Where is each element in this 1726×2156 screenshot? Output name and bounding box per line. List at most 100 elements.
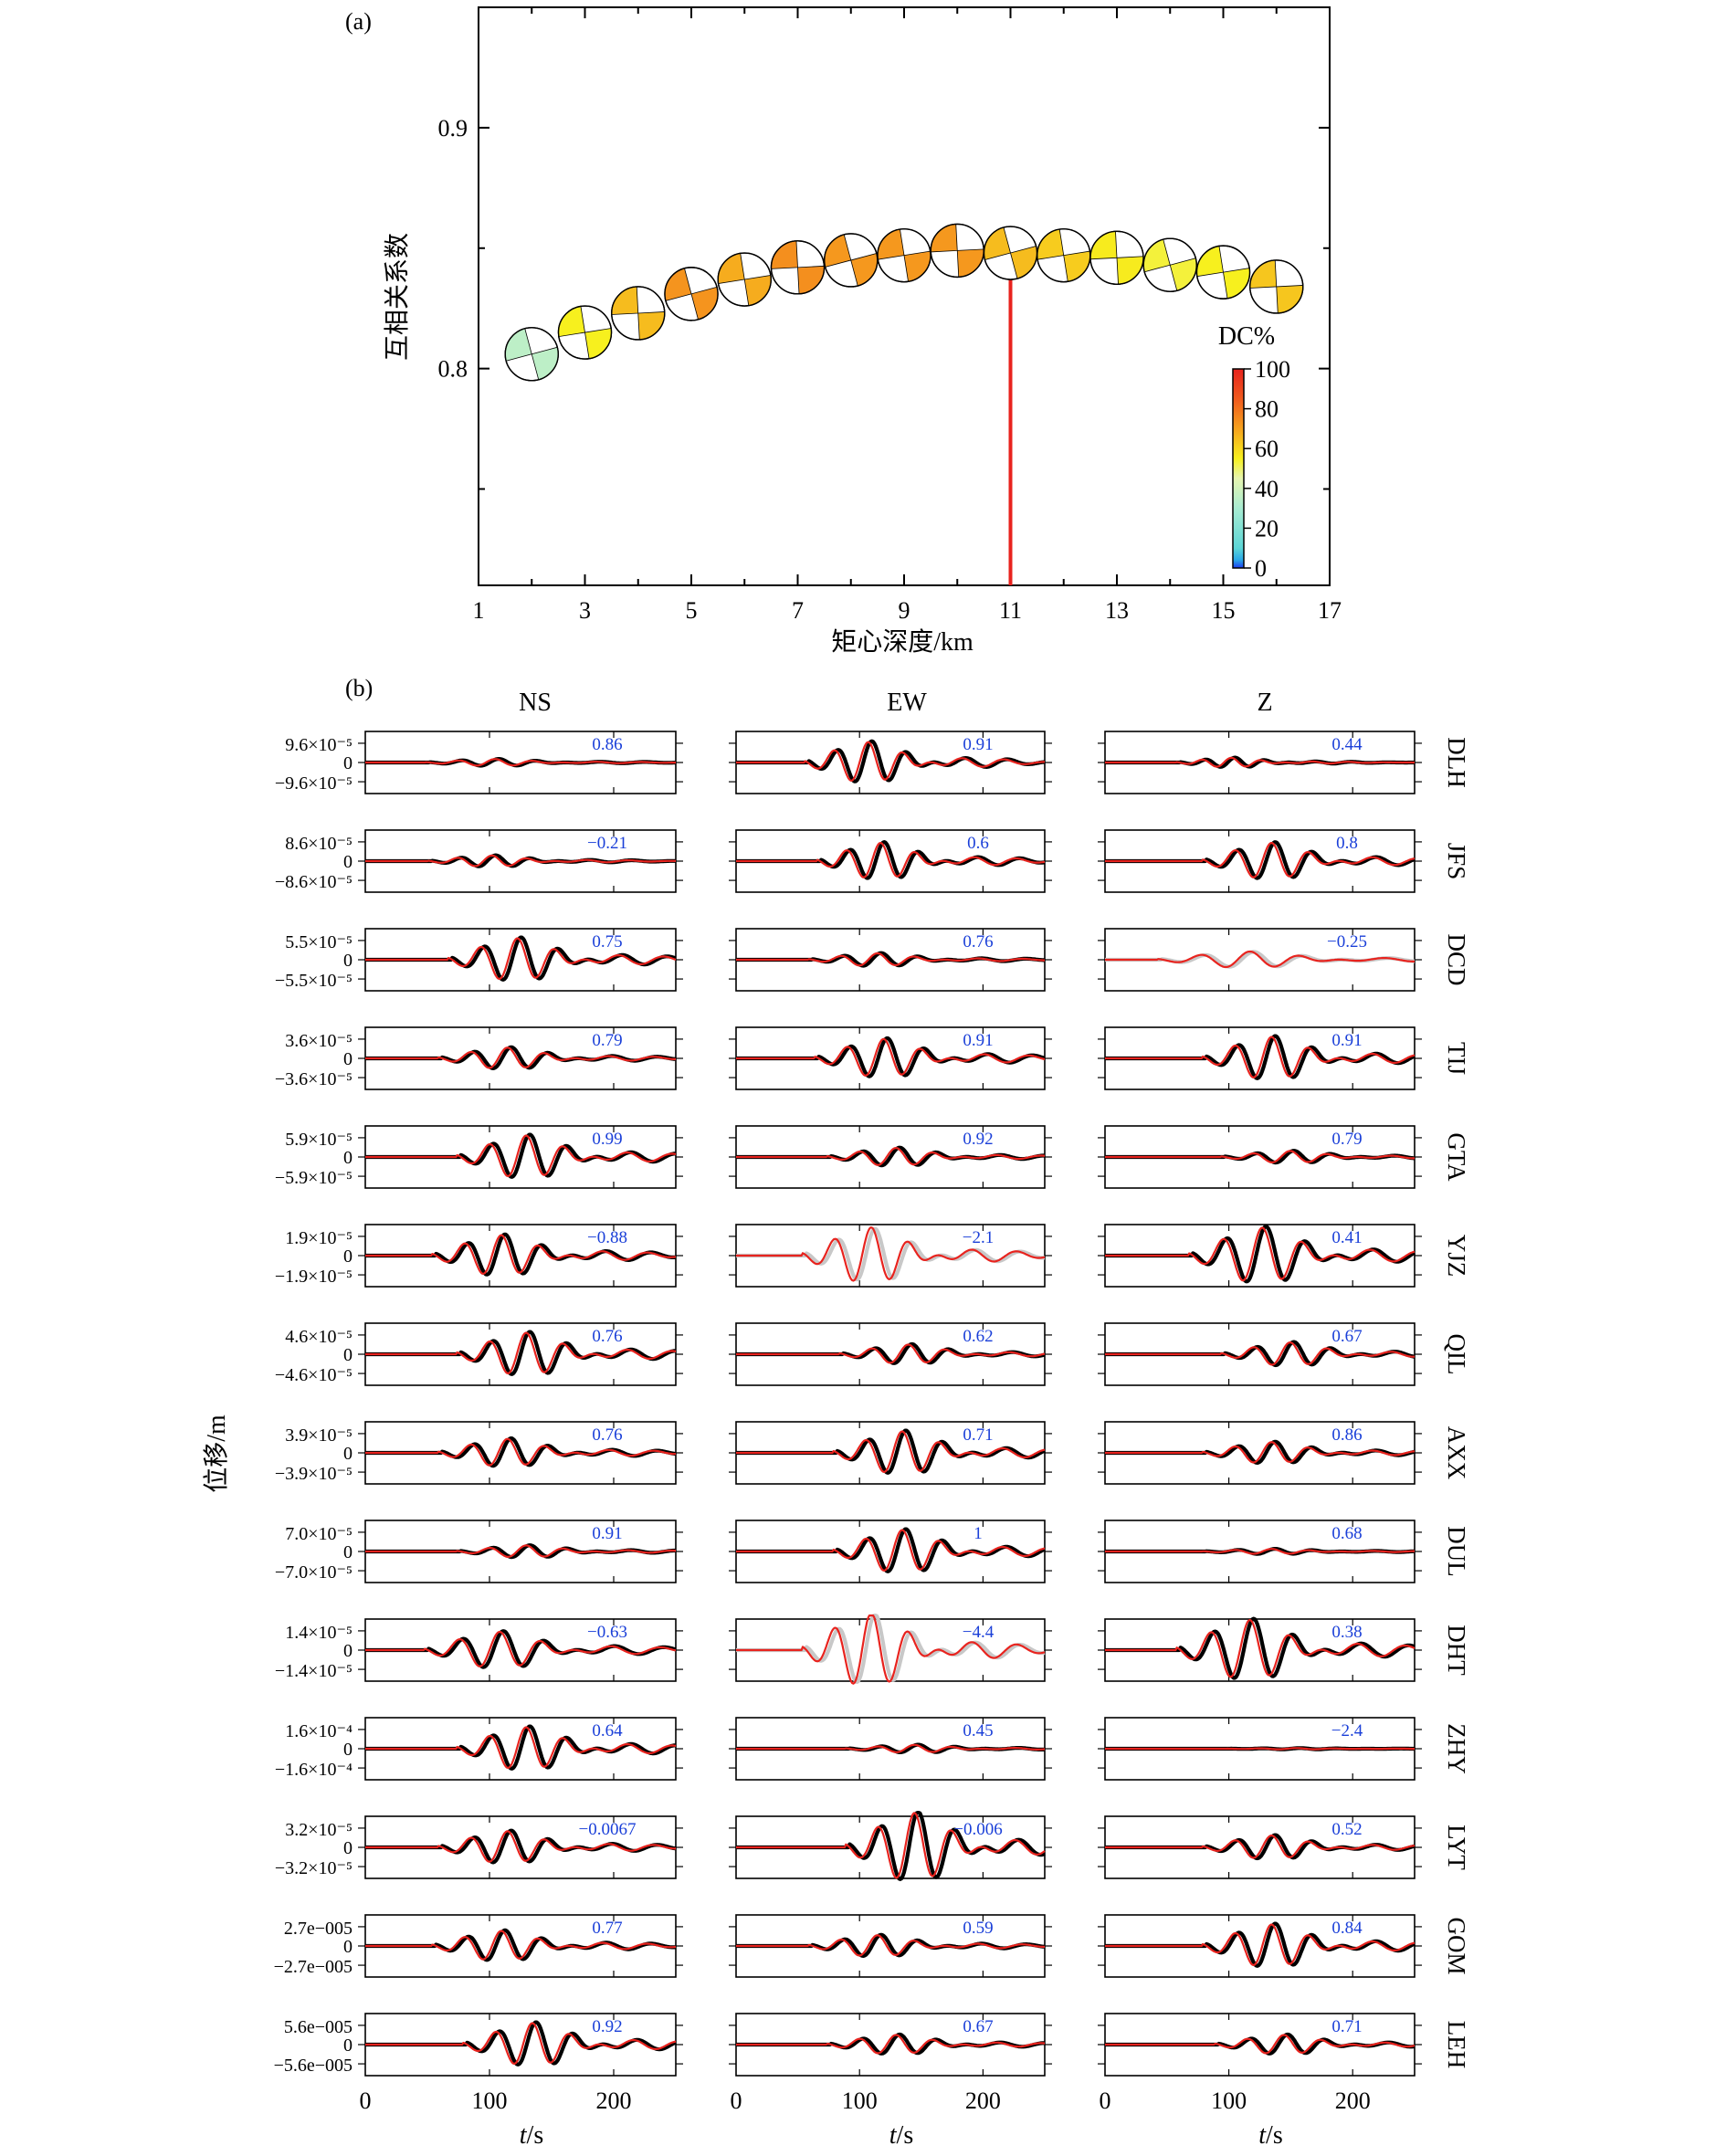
beachball-marker	[1037, 227, 1091, 283]
synthetic-waveform	[736, 1147, 1046, 1166]
correlation-value: 0.76	[592, 1425, 622, 1445]
colorbar-tick-label: 20	[1255, 515, 1279, 542]
synthetic-waveform	[1105, 1747, 1415, 1751]
synthetic-waveform	[736, 1343, 1046, 1364]
beachball-marker	[664, 267, 719, 321]
observed-waveform	[735, 1527, 1046, 1573]
beachball-marker	[611, 286, 666, 341]
station-row: 1.9×10⁻⁵0−1.9×10⁻⁵ YJZ −0.88 −2.1 0.41	[275, 1224, 1470, 1288]
correlation-value: 0.71	[1331, 2017, 1362, 2036]
synthetic-waveform	[365, 1437, 676, 1467]
colorbar-tick-label: 80	[1255, 396, 1279, 423]
station-name: YJZ	[1443, 1235, 1470, 1278]
colorbar-tick-label: 0	[1255, 555, 1267, 582]
correlation-value: 0.86	[1331, 1425, 1362, 1445]
station-row: 1.6×10⁻⁴0−1.6×10⁻⁴ ZHY 0.64 0.45 −2.4	[275, 1717, 1470, 1781]
y-tick-label-pos: 3.6×10⁻⁵	[285, 1031, 353, 1051]
x-tick-label: 200	[965, 2088, 1001, 2114]
beachball-compression-quadrant	[584, 328, 612, 360]
y-tick-label-zero: 0	[343, 1937, 353, 1957]
synthetic-waveform	[736, 2034, 1046, 2055]
correlation-value: 0.91	[1331, 1031, 1362, 1050]
correlation-value: 0.67	[963, 2017, 993, 2036]
beachball-marker	[557, 305, 613, 360]
y-tick-label-neg: −5.9×10⁻⁵	[275, 1168, 353, 1188]
correlation-value: 0.68	[1331, 1524, 1362, 1543]
x-tick-label: 3	[579, 597, 591, 624]
observed-waveform	[364, 1629, 677, 1669]
beachball-compression-quadrant	[1063, 250, 1091, 282]
correlation-value: 0.92	[592, 2017, 622, 2036]
x-tick-label: 100	[472, 2088, 508, 2114]
beachball-compression-quadrant	[558, 305, 585, 338]
station-name: DHT	[1443, 1625, 1470, 1676]
beachball-rim	[877, 227, 931, 283]
observed-waveform	[364, 1330, 677, 1376]
beachball-markers	[504, 223, 1304, 382]
synthetic-waveform	[1105, 950, 1415, 969]
correlation-value: 0.6	[967, 834, 989, 853]
synthetic-waveform	[736, 741, 1045, 782]
colorbar-tick-label: 100	[1255, 356, 1290, 383]
station-name: JFS	[1443, 843, 1470, 880]
correlation-value: −0.88	[587, 1228, 627, 1247]
colorbar	[1232, 368, 1245, 569]
correlation-value: 0.75	[592, 932, 622, 952]
y-tick-label-pos: 1.4×10⁻⁵	[285, 1623, 353, 1643]
correlation-value: 0.45	[963, 1721, 993, 1741]
correlation-value: 0.44	[1331, 735, 1363, 754]
synthetic-waveform	[736, 1037, 1046, 1077]
observed-waveform	[364, 1724, 677, 1771]
x-tick-label: 7	[792, 597, 804, 624]
beachball-marker	[1249, 259, 1304, 314]
y-tick-label-pos: 5.6e−005	[284, 2017, 353, 2037]
observed-waveform	[1104, 1225, 1416, 1284]
synthetic-waveform	[1105, 1835, 1416, 1859]
station-row: 5.9×10⁻⁵0−5.9×10⁻⁵ GTA 0.99 0.92 0.79	[275, 1125, 1470, 1189]
correlation-value: −4.4	[963, 1623, 995, 1642]
x-tick-label: 100	[1211, 2088, 1247, 2114]
synthetic-waveform	[365, 758, 677, 767]
y-tick-label-zero: 0	[343, 1838, 353, 1858]
synthetic-waveform	[1105, 1341, 1416, 1366]
correlation-value: −0.21	[587, 834, 627, 853]
correlation-value: 0.77	[592, 1919, 622, 1938]
synthetic-waveform	[736, 1812, 1046, 1879]
panel-a-x-ticks: 1 3 5 7 9 11 13 15 17	[473, 7, 1342, 624]
x-axis-label-var: t	[520, 2121, 528, 2150]
observed-waveform	[735, 840, 1046, 880]
synthetic-waveform	[736, 1226, 1046, 1282]
beachball-compression-quadrant	[743, 275, 772, 307]
y-tick-label: 0.8	[438, 356, 468, 383]
station-row: 9.6×10⁻⁵0−9.6×10⁻⁵ DLH 0.86 0.91 0.44	[275, 731, 1470, 794]
y-tick-label-zero: 0	[343, 1148, 353, 1168]
y-tick-label-zero: 0	[343, 1444, 353, 1464]
y-tick-label-zero: 0	[343, 951, 353, 971]
x-tick-label: 200	[1335, 2088, 1371, 2114]
station-row: 3.2×10⁻⁵0−3.2×10⁻⁵ LYT −0.0067 −0.006 0.52	[275, 1811, 1470, 1881]
station-name: DLH	[1443, 737, 1470, 788]
correlation-value: 0.79	[592, 1031, 622, 1050]
observed-waveform	[364, 2020, 677, 2067]
x-axis-label: t/s	[889, 2121, 913, 2150]
beachball-compression-quadrant	[1196, 246, 1224, 278]
x-axis-label-var: t	[1258, 2121, 1267, 2150]
x-tick-label: 200	[596, 2088, 632, 2114]
column-title-ew: EW	[887, 689, 927, 717]
correlation-value: 0.91	[592, 1524, 622, 1543]
y-tick-label-neg: −9.6×10⁻⁵	[275, 773, 353, 794]
synthetic-waveform	[1105, 842, 1416, 878]
synthetic-waveform	[736, 1934, 1046, 1957]
station-name: DUL	[1443, 1526, 1470, 1577]
synthetic-waveform	[365, 1830, 676, 1863]
station-name: LEH	[1443, 2021, 1470, 2068]
synthetic-waveform	[736, 1743, 1046, 1753]
synthetic-waveform	[1105, 1150, 1416, 1163]
synthetic-waveform	[736, 952, 1045, 967]
y-tick-label-neg: −5.6e−005	[274, 2056, 353, 2076]
synthetic-waveform	[1105, 1441, 1416, 1464]
station-row: 4.6×10⁻⁵0−4.6×10⁻⁵ QIL 0.76 0.62 0.67	[275, 1322, 1470, 1386]
correlation-value: 0.91	[963, 1031, 993, 1050]
